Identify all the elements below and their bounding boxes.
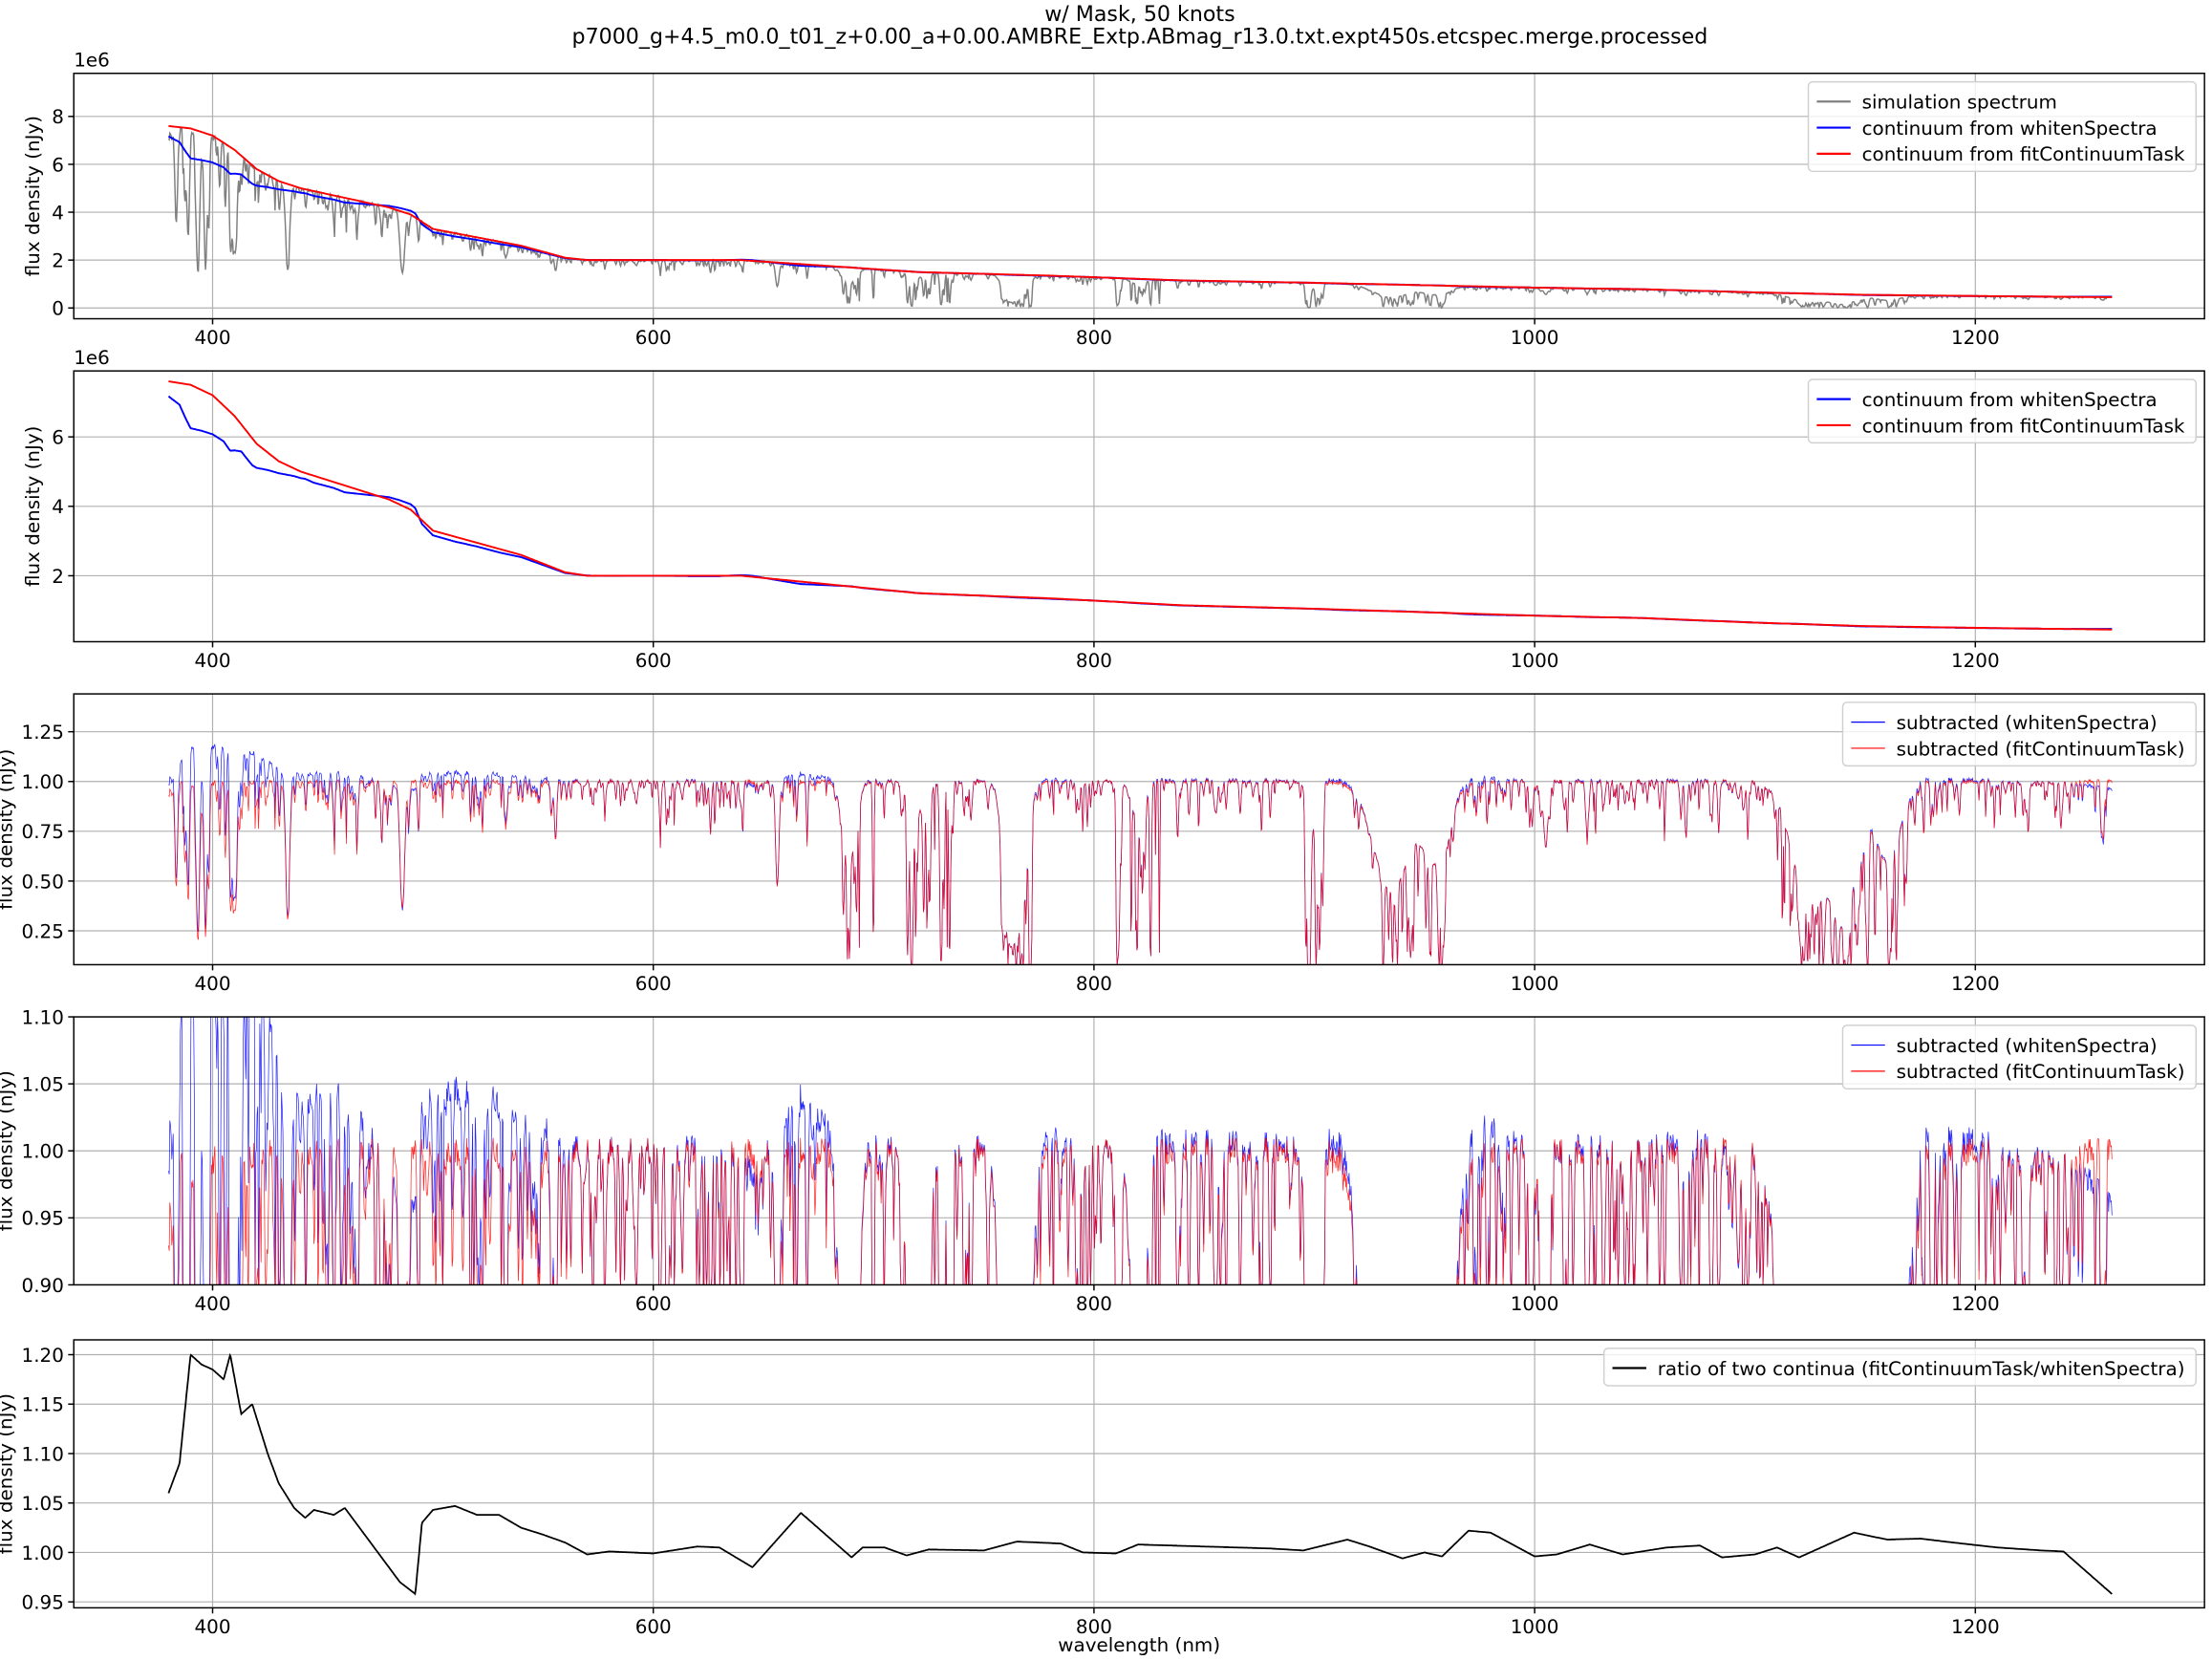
x-tick-label: 1200: [1951, 1293, 2000, 1315]
x-tick-label: 400: [195, 650, 231, 672]
y-tick-label: 1.20: [22, 1345, 64, 1367]
legend: continuum from whitenSpectra continuum fr…: [1807, 378, 2198, 444]
x-tick-label: 800: [1076, 1616, 1112, 1638]
x-tick-label: 400: [195, 1293, 231, 1315]
axes-frame: [73, 370, 2205, 643]
legend-label: subtracted (whitenSpectra): [1897, 1035, 2158, 1057]
x-axis-label: wavelength (nm): [1058, 1634, 1220, 1656]
y-tick-label: 0.95: [22, 1208, 64, 1230]
x-tick-label: 400: [195, 327, 231, 349]
y-tick-label: 1.10: [22, 1443, 64, 1465]
legend-label: subtracted (fitContinuumTask): [1897, 1061, 2185, 1083]
x-tick-label: 1200: [1951, 327, 2000, 349]
legend: subtracted (whitenSpectra) subtracted (fi…: [1841, 701, 2198, 767]
y-tick-label: 0: [52, 298, 64, 320]
y-tick-label: 1.05: [22, 1074, 64, 1096]
x-tick-label: 1000: [1511, 327, 1559, 349]
y-tick-label: 2: [52, 250, 64, 272]
legend-box: [1841, 1024, 2198, 1090]
legend-label: ratio of two continua (fitContinuumTask/…: [1658, 1358, 2185, 1380]
figure-title: w/ Mask, 50 knots: [1044, 2, 1235, 27]
legend: subtracted (whitenSpectra) subtracted (fi…: [1841, 1024, 2198, 1090]
y-axis-label: flux density (nJy): [0, 1393, 16, 1554]
y-tick-label: 0.95: [22, 1592, 64, 1614]
panel-1: 400 600 800 1000 1200 0 2 4 6 8 1e6 flux density (n…: [22, 49, 2205, 349]
legend-label: subtracted (fitContinuumTask): [1897, 738, 2185, 760]
x-tick-label: 800: [1076, 1293, 1112, 1315]
y-tick-label: 1.10: [22, 1006, 64, 1028]
y-tick-label: 4: [52, 202, 64, 224]
y-axis-label: flux density (nJy): [0, 1070, 16, 1231]
series-line-sub_whiten: [168, 744, 2113, 965]
y-tick-label: 1.00: [22, 1542, 64, 1564]
series-line-ratio: [167, 1352, 2113, 1596]
legend-label: continuum from fitContinuumTask: [1862, 143, 2185, 165]
y-tick-label: 1.00: [22, 1141, 64, 1163]
x-tick-label: 600: [635, 327, 672, 349]
x-tick-label: 600: [635, 650, 672, 672]
panel-4: 400 600 800 1000 1200 0.90 0.95 1.00 1.05 1.10 flu…: [0, 1006, 2205, 1315]
x-tick-label: 600: [635, 1293, 672, 1315]
legend-label: continuum from whitenSpectra: [1862, 118, 2158, 140]
x-tick-label: 1000: [1511, 1293, 1559, 1315]
x-tick-label: 800: [1076, 327, 1112, 349]
y-tick-label: 1.15: [22, 1394, 64, 1416]
axes-frame: [73, 1339, 2205, 1609]
panel-5: 400 600 800 1000 1200 0.95 1.00 1.05 1.10 1.15 1.2…: [0, 1339, 2205, 1656]
y-tick-label: 0.90: [22, 1275, 64, 1297]
legend-label: subtracted (whitenSpectra): [1897, 712, 2158, 734]
x-tick-label: 400: [195, 973, 231, 995]
x-tick-label: 800: [1076, 973, 1112, 995]
y-tick-label: 1.05: [22, 1493, 64, 1515]
x-tick-label: 800: [1076, 650, 1112, 672]
legend-box: [1807, 80, 2198, 173]
y-tick-label: 8: [52, 106, 64, 128]
x-tick-label: 1000: [1511, 650, 1559, 672]
y-tick-label: 6: [52, 154, 64, 176]
y-tick-label: 0.75: [22, 821, 64, 843]
y-tick-label: 1.00: [22, 771, 64, 793]
legend-label: continuum from fitContinuumTask: [1862, 415, 2185, 437]
y-axis-label: flux density (nJy): [22, 116, 44, 276]
x-tick-label: 600: [635, 973, 672, 995]
series-line-fit: [168, 124, 2113, 298]
y-axis-label: flux density (nJy): [0, 749, 16, 910]
axes-frame: [73, 1016, 2205, 1286]
y-tick-label: 6: [52, 427, 64, 449]
panel-3: 400 600 800 1000 1200 0.25 0.50 0.75 1.00 1.25 flu…: [0, 693, 2205, 995]
panel-2: 400 600 800 1000 1200 2 4 6 1e6 flux density (nJy…: [22, 347, 2205, 672]
axes-frame: [73, 693, 2205, 966]
x-tick-label: 600: [635, 1616, 672, 1638]
series-line-sub_whiten: [168, 1017, 2113, 1285]
legend: simulation spectrum continuum from whiten…: [1807, 80, 2198, 173]
figure-subtitle: p7000_g+4.5_m0.0_t01_z+0.00_a+0.00.AMBRE…: [572, 25, 1708, 50]
x-tick-label: 1000: [1511, 973, 1559, 995]
legend-label: continuum from whitenSpectra: [1862, 389, 2158, 411]
legend-box: [1807, 378, 2198, 444]
series-line-fit: [168, 380, 2113, 631]
y-tick-label: 1.25: [22, 722, 64, 744]
x-tick-label: 400: [195, 1616, 231, 1638]
legend-box: [1602, 1347, 2198, 1387]
y-offset-label: 1e6: [74, 347, 110, 369]
legend: ratio of two continua (fitContinuumTask/…: [1602, 1347, 2198, 1387]
legend-label: simulation spectrum: [1862, 92, 2057, 114]
y-axis-label: flux density (nJy): [22, 426, 44, 587]
x-tick-label: 1000: [1511, 1616, 1559, 1638]
y-tick-label: 0.25: [22, 920, 64, 942]
legend-box: [1841, 701, 2198, 767]
y-tick-label: 2: [52, 566, 64, 588]
y-tick-label: 4: [52, 496, 64, 518]
y-offset-label: 1e6: [74, 49, 110, 71]
series-line-sub_fit: [168, 1137, 2113, 1285]
axes-frame: [73, 73, 2205, 320]
x-tick-label: 1200: [1951, 650, 2000, 672]
y-tick-label: 0.50: [22, 871, 64, 893]
series-line-sub_fit: [168, 778, 2113, 965]
x-tick-label: 1200: [1951, 973, 2000, 995]
x-tick-label: 1200: [1951, 1616, 2000, 1638]
